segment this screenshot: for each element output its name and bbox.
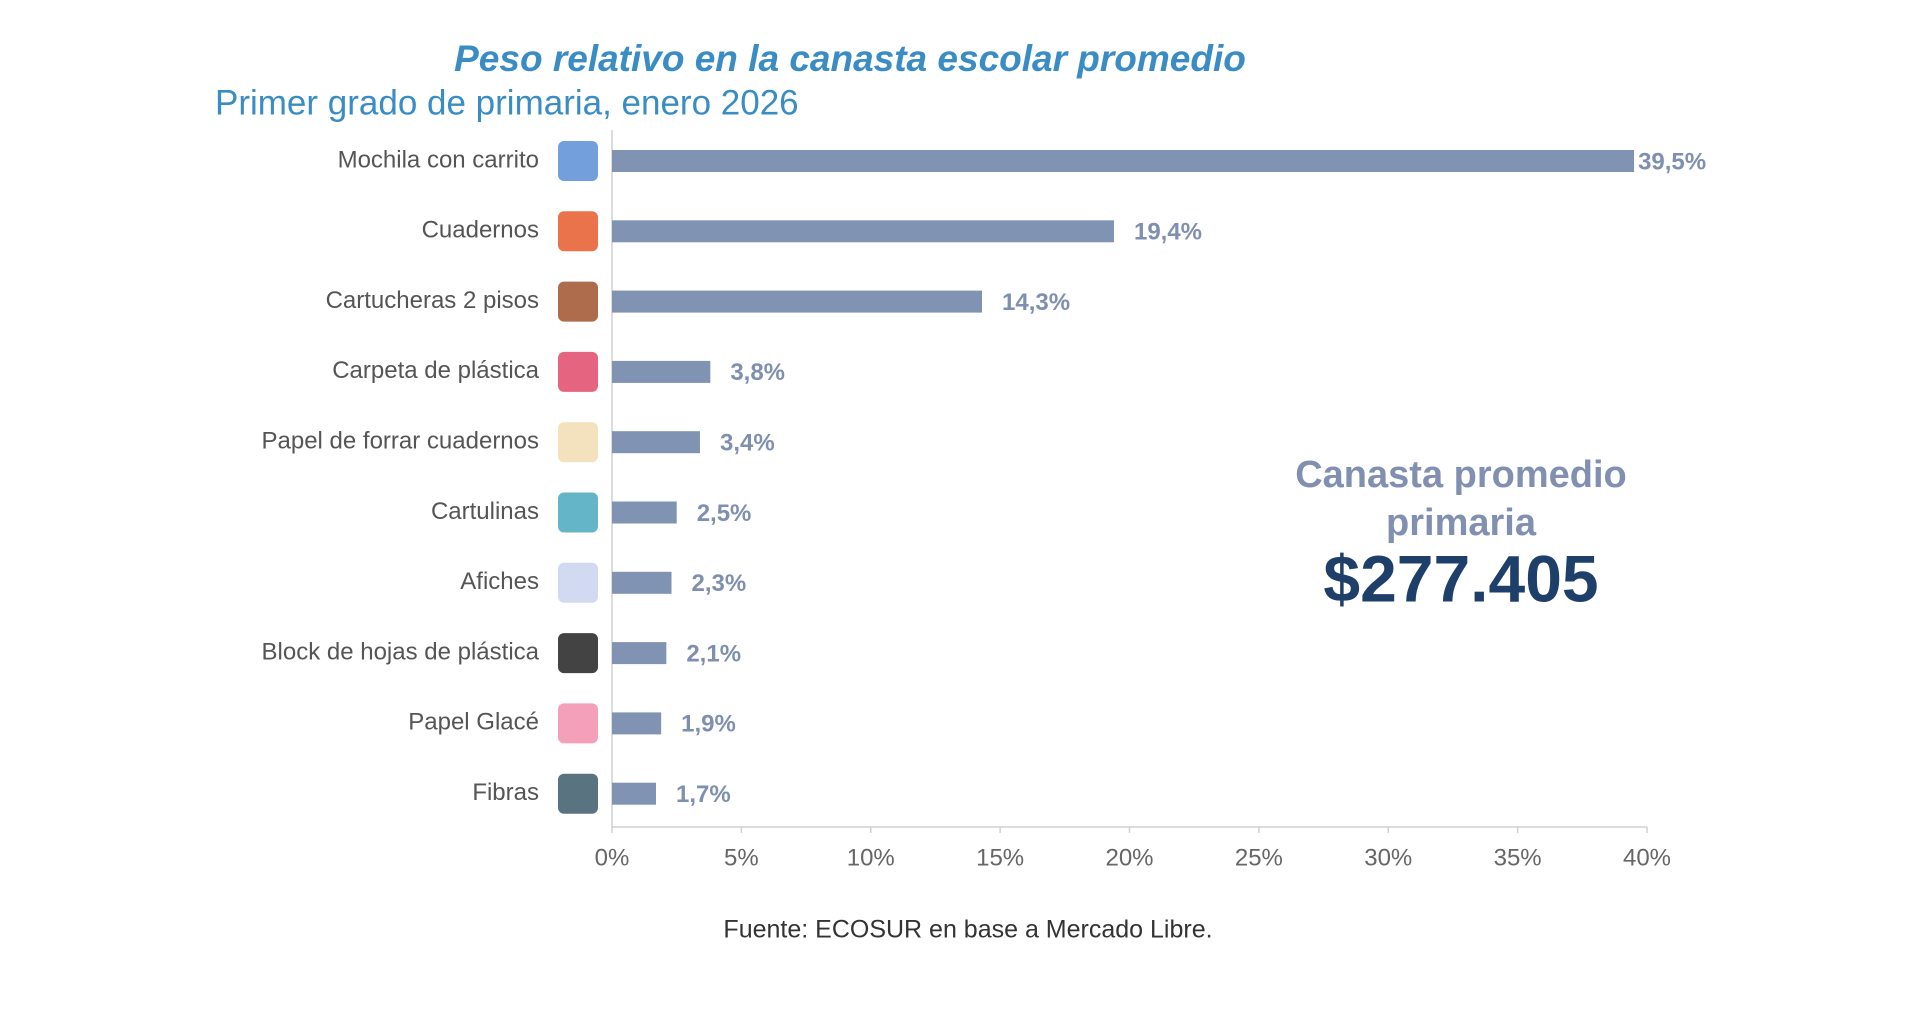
value-label: 2,3%	[692, 570, 747, 597]
y-tick-label: Papel Glacé	[408, 709, 539, 736]
y-tick-label: Afiches	[460, 568, 539, 595]
annotation: primaria	[1386, 502, 1537, 544]
x-tick-label: 15%	[976, 844, 1024, 871]
bar	[612, 712, 662, 735]
value-label: 3,4%	[720, 430, 775, 457]
category-icon	[558, 422, 598, 463]
y-tick-label: Cartucheras 2 pisos	[326, 287, 539, 314]
x-tick-label: 30%	[1364, 844, 1412, 871]
y-tick-label: Mochila con carrito	[338, 146, 539, 173]
bar	[612, 431, 700, 454]
category-icon	[558, 773, 598, 814]
category-icon	[558, 351, 598, 392]
x-tick-label: 5%	[724, 844, 759, 871]
category-icon	[558, 633, 598, 674]
bar	[612, 571, 672, 594]
category-icon	[558, 211, 598, 252]
value-label: 19,4%	[1134, 219, 1202, 246]
category-icon	[558, 703, 598, 744]
y-tick-label: Cuadernos	[422, 217, 539, 244]
chart-title: Peso relativo en la canasta escolar prom…	[454, 38, 1246, 79]
bar	[612, 782, 656, 805]
bar	[612, 360, 711, 383]
x-tick-label: 0%	[595, 844, 630, 871]
x-tick-label: 10%	[847, 844, 895, 871]
y-tick-label: Cartulinas	[431, 498, 539, 525]
x-tick-label: 20%	[1105, 844, 1153, 871]
bar	[612, 150, 1635, 172]
x-tick-label: 35%	[1494, 844, 1542, 871]
y-tick-label: Papel de forrar cuadernos	[262, 428, 540, 455]
y-tick-label: Fibras	[472, 779, 539, 806]
x-tick-label: 25%	[1235, 844, 1283, 871]
category-icon	[558, 492, 598, 533]
y-tick-label: Block de hojas de plástica	[262, 638, 540, 665]
category-icon	[558, 141, 598, 181]
x-tick-label: 40%	[1623, 844, 1671, 871]
value-label: 2,1%	[686, 640, 741, 667]
bar	[612, 290, 983, 313]
value-label: 2,5%	[697, 500, 752, 527]
annotation-total: $277.405	[1323, 541, 1598, 615]
value-label: 3,8%	[730, 359, 785, 386]
category-icon	[558, 281, 598, 322]
chart-subtitle: Primer grado de primaria, enero 2026	[215, 83, 799, 122]
bar	[612, 501, 677, 524]
category-icon	[558, 562, 598, 603]
bar	[612, 220, 1114, 243]
value-label: 14,3%	[1002, 289, 1070, 316]
source-note: Fuente: ECOSUR en base a Mercado Libre.	[723, 916, 1212, 944]
value-label: 1,9%	[681, 711, 736, 738]
value-label: 39,5%	[1638, 148, 1706, 175]
value-label: 1,7%	[676, 781, 731, 808]
bar	[612, 642, 667, 665]
y-tick-label: Carpeta de plástica	[332, 357, 539, 384]
annotation: Canasta promedio	[1295, 454, 1627, 496]
